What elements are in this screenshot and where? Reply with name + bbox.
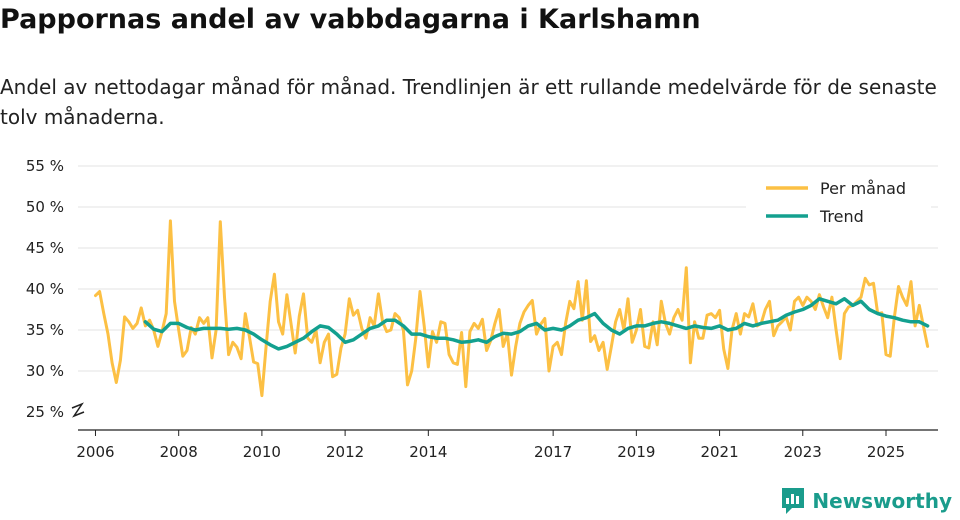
- chart-title: Pappornas andel av vabbdagarna i Karlsha…: [0, 4, 701, 35]
- legend-label-monthly: Per månad: [820, 179, 906, 198]
- y-tick-label: 45 %: [26, 239, 64, 257]
- x-tick-label: 2025: [867, 443, 905, 461]
- series-line-monthly: [94, 219, 930, 398]
- newsworthy-logo: Newsworthy: [780, 486, 952, 516]
- legend: Per månad Trend: [746, 170, 931, 230]
- x-tick-label: 2010: [243, 443, 281, 461]
- series-line-trend: [143, 297, 930, 351]
- x-tick-label: 2021: [700, 443, 738, 461]
- x-tick-label: 2023: [784, 443, 822, 461]
- y-tick-label: 50 %: [26, 198, 64, 216]
- plot-area: [94, 219, 930, 398]
- x-tick-label: 2006: [76, 443, 114, 461]
- x-tick-label: 2017: [534, 443, 572, 461]
- chart-subtitle: Andel av nettodagar månad för månad. Tre…: [0, 75, 937, 129]
- x-axis: 2006 2008 2010 2012 2014 2017 2019 2021 2023 2025: [76, 429, 938, 461]
- newsworthy-logo-icon: [782, 488, 805, 514]
- x-tick-label: 2008: [160, 443, 198, 461]
- y-tick-label: 55 %: [26, 157, 64, 175]
- y-tick-label: 40 %: [26, 280, 64, 298]
- legend-label-trend: Trend: [819, 207, 864, 226]
- x-tick-label: 2012: [326, 443, 364, 461]
- newsworthy-logo-text: Newsworthy: [812, 489, 952, 513]
- y-axis: 25 % 30 % 35 % 40 % 45 % 50 % 55 %: [26, 157, 85, 421]
- y-tick-label: 25 %: [26, 403, 64, 421]
- x-tick-label: 2014: [409, 443, 447, 461]
- axis-break-icon: [71, 402, 85, 418]
- legend-background: [746, 170, 931, 230]
- y-tick-label: 30 %: [26, 362, 64, 380]
- y-tick-label: 35 %: [26, 321, 64, 339]
- x-tick-label: 2019: [617, 443, 655, 461]
